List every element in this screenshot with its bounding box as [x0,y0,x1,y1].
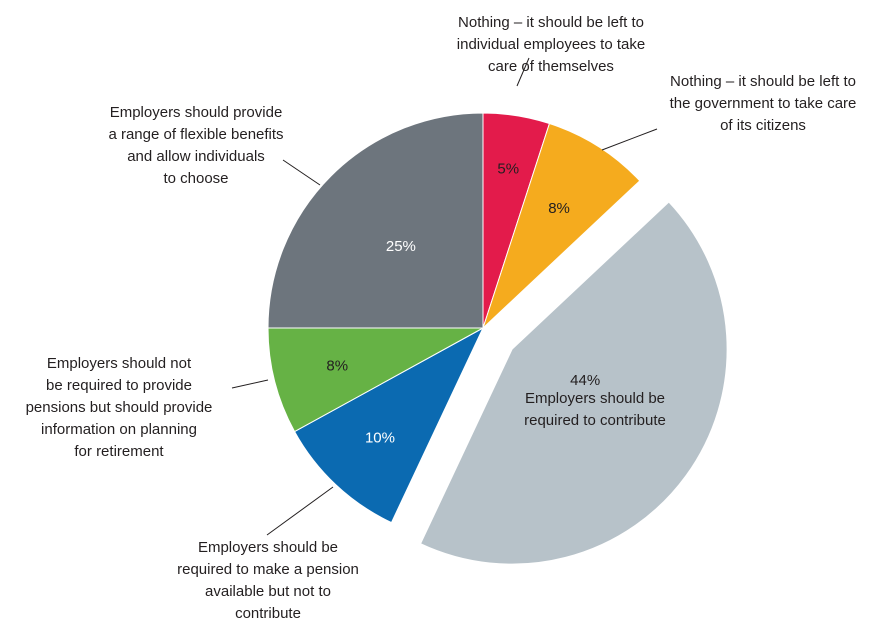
category-label-line: to choose [163,170,228,187]
leader-line-nothing-it-should-be-left-to-the-government-to-take-care-of-its-citizens [601,128,658,151]
category-label-line: contribute [235,605,301,618]
percent-labels: 5% 8% 44% 10% 8% 25% [326,161,600,447]
percent-label-employers-should-provide-a-range-of-flexible-benefits-and-allow-individuals-to-choose: 25% [386,238,416,255]
leader-line-employers-should-be-required-to-make-a-pension-available-but-not-to-contribute [266,486,334,536]
category-label-line: required to contribute [524,412,666,429]
category-label-line: Employers should be [525,390,665,407]
category-label-line: individual employees to take [457,36,645,53]
category-label-line: Employers should be [198,539,338,556]
category-label-line: for retirement [74,443,164,460]
leader-line-employers-should-provide-a-range-of-flexible-benefits-and-allow-individuals-to-choose [282,159,321,186]
category-label-line: and allow individuals [127,148,265,165]
leader-line-employers-should-not-be-required-to-provide-pensions-but-should-provide-information-on-planning-for-retirement [231,379,269,389]
percent-label-nothing-it-should-be-left-to-individual-employees-to-take-care-of-themselves: 5% [497,161,519,178]
category-label-employers-should-provide-a-range-of-flexible-benefits-and-allow-individuals-to-choose: Employers should provide a range of flexi… [108,104,283,187]
percent-label-nothing-it-should-be-left-to-the-government-to-take-care-of-its-citizens: 8% [548,200,570,217]
leader-line-nothing-it-should-be-left-to-individual-employees-to-take-care-of-themselves [516,57,530,87]
percent-label-employers-should-be-required-to-contribute: 44% [570,372,600,389]
category-label-line: of its citizens [720,117,806,134]
category-label-employers-should-not-be-required-to-provide-pensions-but-should-provide-information-on-planning-for-retirement: Employers should not be required to provi… [26,355,213,460]
category-label-line: Employers should not [47,355,192,372]
category-label-line: available but not to [205,583,331,600]
category-label-nothing-it-should-be-left-to-the-government-to-take-care-of-its-citizens: Nothing – it should be left to the govern… [670,73,857,134]
category-label-line: Nothing – it should be left to [458,14,644,31]
pie-slice-nothing-it-should-be-left-to-the-government-to-take-care-of-its-citizens [482,122,641,329]
category-label-line: pensions but should provide [26,399,213,416]
pie-slice-employers-should-not-be-required-to-provide-pensions-but-should-provide-information-on-planning-for-retirement [267,327,484,433]
category-label-line: the government to take care [670,95,857,112]
category-label-employers-should-be-required-to-make-a-pension-available-but-not-to-contribute: Employers should be required to make a pe… [177,539,359,618]
category-label-line: information on planning [41,421,197,438]
leader-lines [231,57,658,536]
pie-slice-employers-should-be-required-to-contribute [419,201,728,565]
category-label-line: Nothing – it should be left to [670,73,856,90]
category-label-line: a range of flexible benefits [108,126,283,143]
category-label-line: care of themselves [488,58,614,75]
category-label-line: required to make a pension [177,561,359,578]
category-label-employers-should-be-required-to-contribute: Employers should be required to contribut… [524,390,666,429]
pie-slice-employers-should-be-required-to-make-a-pension-available-but-not-to-contribute [293,326,485,524]
percent-label-employers-should-not-be-required-to-provide-pensions-but-should-provide-information-on-planning-for-retirement: 8% [326,357,348,374]
percent-label-employers-should-be-required-to-make-a-pension-available-but-not-to-contribute: 10% [365,430,395,447]
category-label-line: be required to provide [46,377,192,394]
pie-slice-employers-should-provide-a-range-of-flexible-benefits-and-allow-individuals-to-choose [267,112,484,329]
category-labels: Nothing – it should be left to individual… [26,14,857,618]
category-label-nothing-it-should-be-left-to-individual-employees-to-take-care-of-themselves: Nothing – it should be left to individual… [457,14,645,75]
pie-slices [267,112,728,565]
category-label-line: Employers should provide [110,104,283,121]
